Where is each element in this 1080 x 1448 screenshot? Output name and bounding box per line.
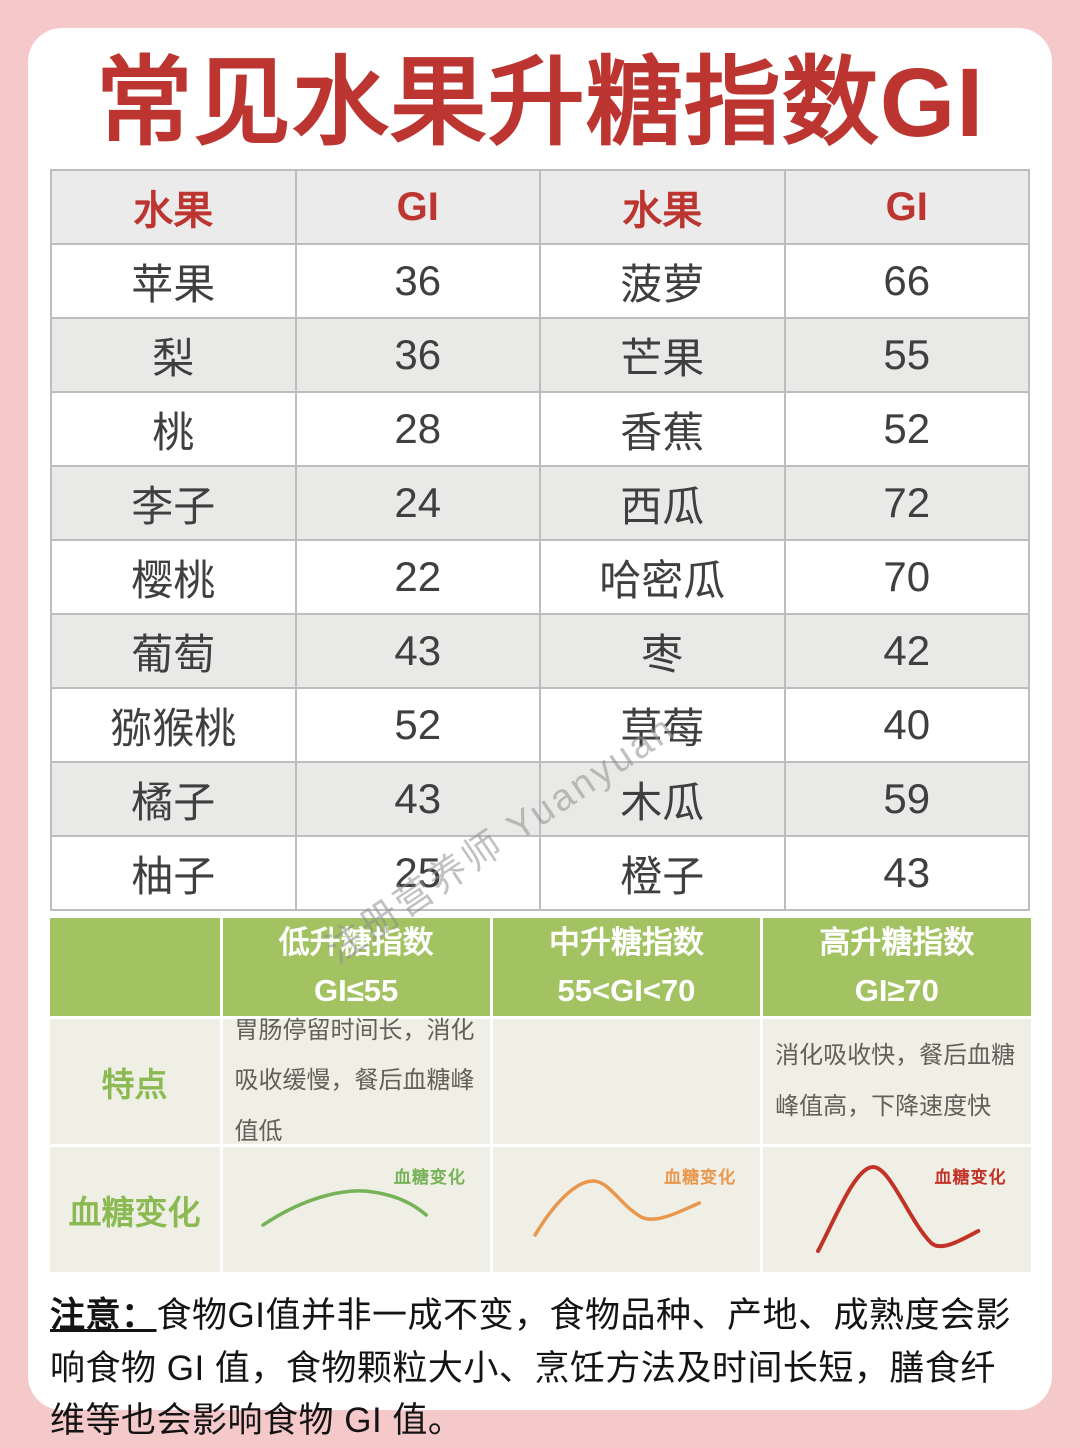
category-title-low: 低升糖指数 [278,924,434,960]
gi-table-header-row: 水果 GI 水果 GI [50,169,1030,245]
gi-table-row: 李子 24 西瓜 72 [50,465,1030,541]
fruit-name-cell: 樱桃 [50,539,297,615]
curve-cell-high: 血糖变化 [763,1147,1031,1272]
col-header-fruit-left: 水果 [50,169,297,245]
curve-cell-low: 血糖变化 [222,1147,490,1272]
infographic-card: 常见水果升糖指数GI 水果 GI 水果 GI 苹果 36 菠萝 66 梨 36 芒果 55 桃 2… [28,28,1052,1440]
col-header-fruit-right: 水果 [539,169,786,245]
gi-value-cell: 24 [294,465,541,541]
fruit-name-cell: 芒果 [539,317,786,393]
fruit-gi-table: 水果 GI 水果 GI 苹果 36 菠萝 66 梨 36 芒果 55 桃 28 香蕉 52 李子 24 西瓜… [50,169,1030,911]
fruit-name-cell: 木瓜 [539,761,786,837]
gi-table-row: 橘子 43 木瓜 59 [50,761,1030,837]
fruit-name-cell: 枣 [539,613,786,689]
fruit-name-cell: 柚子 [50,835,297,911]
category-title-high: 高升糖指数 [819,924,975,960]
category-header-mid: 中升糖指数 55<GI<70 [492,918,761,1016]
note: 注意：食物GI值并非一成不变，食物品种、产地、成熟度会影响食物 GI 值，食物颗… [50,1290,1030,1448]
gi-value-cell: 52 [294,687,541,763]
row-label-feature: 特点 [49,1019,220,1144]
col-header-gi-right: GI [783,169,1030,245]
gi-value-cell: 55 [783,317,1030,393]
gi-table-row: 桃 28 香蕉 52 [50,391,1030,467]
category-range-mid: 55<GI<70 [557,973,696,1008]
col-header-gi-left: GI [294,169,541,245]
gi-table-row: 猕猴桃 52 草莓 40 [50,687,1030,763]
gi-value-cell: 66 [783,243,1030,319]
low-gi-curve-icon [260,1189,428,1227]
mid-gi-curve-icon [533,1179,701,1237]
fruit-name-cell: 哈密瓜 [539,539,786,615]
gi-category-table: 低升糖指数 GI≤55 中升糖指数 55<GI<70 高升糖指数 GI≥70 特… [49,918,1031,1272]
category-header-low: 低升糖指数 GI≤55 [222,918,490,1016]
fruit-name-cell: 葡萄 [50,613,297,689]
curve-cell-mid: 血糖变化 [492,1147,761,1272]
fruit-name-cell: 西瓜 [539,465,786,541]
gi-value-cell: 25 [294,835,541,911]
note-label: 注意： [50,1296,157,1335]
fruit-name-cell: 菠萝 [539,243,786,319]
fruit-name-cell: 橘子 [50,761,297,837]
gi-value-cell: 22 [294,539,541,615]
gi-value-cell: 43 [294,613,541,689]
fruit-name-cell: 草莓 [539,687,786,763]
row-label-curve: 血糖变化 [49,1147,220,1272]
note-text: 食物GI值并非一成不变，食物品种、产地、成熟度会影响食物 GI 值，食物颗粒大小… [50,1296,1011,1440]
gi-table-row: 葡萄 43 枣 42 [50,613,1030,689]
curve-label-low: 血糖变化 [393,1168,466,1187]
gi-value-cell: 28 [294,391,541,467]
gi-value-cell: 36 [294,317,541,393]
gi-value-cell: 52 [783,391,1030,467]
feature-mid [492,1019,761,1144]
gi-value-cell: 43 [783,835,1030,911]
fruit-name-cell: 猕猴桃 [50,687,297,763]
gi-table-row: 樱桃 22 哈密瓜 70 [50,539,1030,615]
page-title: 常见水果升糖指数GI [95,48,985,157]
fruit-name-cell: 橙子 [539,835,786,911]
gi-table-row: 苹果 36 菠萝 66 [50,243,1030,319]
gi-value-cell: 36 [294,243,541,319]
gi-value-cell: 40 [783,687,1030,763]
gi-table-row: 柚子 25 橙子 43 [50,835,1030,911]
feature-high: 消化吸收快，餐后血糖峰值高，下降速度快 [763,1019,1031,1144]
category-header-empty [49,918,220,1016]
high-gi-curve-icon [816,1164,981,1253]
gi-value-cell: 72 [783,465,1030,541]
category-range-high: GI≥70 [854,973,939,1008]
feature-low: 胃肠停留时间长，消化吸收缓慢，餐后血糖峰值低 [222,1017,490,1145]
category-title-mid: 中升糖指数 [548,924,704,960]
gi-value-cell: 43 [294,761,541,837]
fruit-name-cell: 桃 [50,391,297,467]
curve-label-high: 血糖变化 [934,1168,1007,1187]
category-range-low: GI≤55 [314,973,399,1008]
gi-value-cell: 42 [783,613,1030,689]
gi-table-row: 梨 36 芒果 55 [50,317,1030,393]
gi-value-cell: 59 [783,761,1030,837]
fruit-name-cell: 李子 [50,465,297,541]
fruit-name-cell: 香蕉 [539,391,786,467]
gi-value-cell: 70 [783,539,1030,615]
fruit-name-cell: 梨 [50,317,297,393]
fruit-name-cell: 苹果 [50,243,297,319]
curve-label-mid: 血糖变化 [664,1168,737,1187]
category-header-high: 高升糖指数 GI≥70 [763,918,1031,1016]
